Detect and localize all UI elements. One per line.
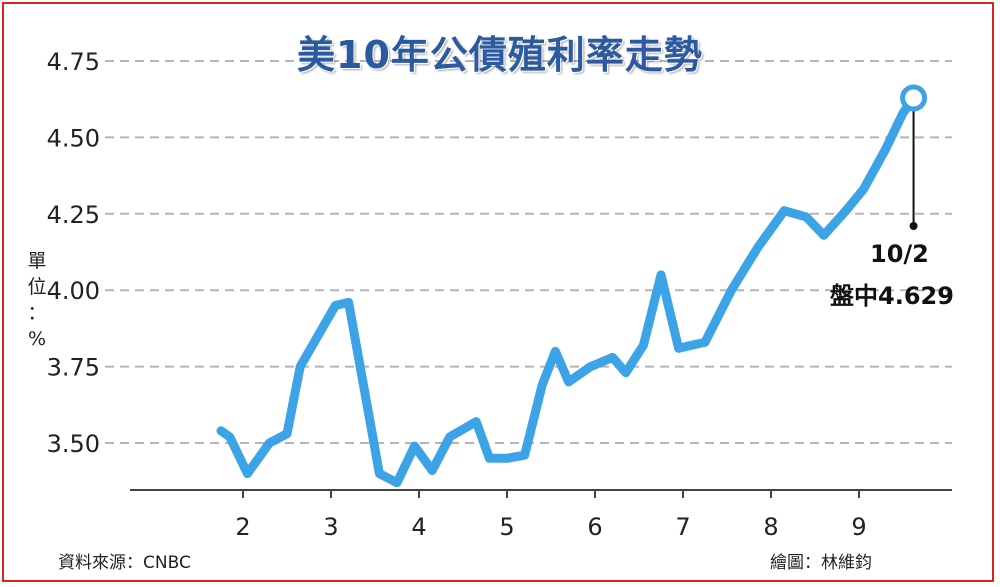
yield-line (216, 93, 919, 488)
y-tick-label: 4.00 (47, 277, 100, 305)
credit-note: 繪圖：林維鈞 (770, 553, 872, 573)
x-tick-label: 6 (587, 513, 602, 541)
latest-point-highlight (900, 84, 928, 230)
x-tick-label: 2 (235, 513, 250, 541)
x-tick-label: 4 (411, 513, 426, 541)
y-tick-label: 3.50 (47, 430, 100, 458)
annotation-date: 10/2 (870, 240, 929, 268)
x-tick-label: 7 (675, 513, 690, 541)
y-tick-label: 3.75 (47, 354, 100, 382)
x-tick-label: 3 (323, 513, 338, 541)
x-tick-label: 9 (851, 513, 866, 541)
y-tick-label: 4.25 (47, 201, 100, 229)
y-tick-label: 4.50 (47, 124, 100, 152)
unit-char: ： (27, 302, 47, 324)
x-tick-label: 5 (499, 513, 514, 541)
gridlines (105, 60, 952, 444)
unit-label: 單 位 ： % (22, 248, 52, 352)
unit-char: % (27, 328, 47, 350)
yield-series (216, 93, 919, 488)
unit-char: 單 (27, 250, 47, 272)
y-tick-label: 4.75 (47, 48, 100, 76)
callout-dot (909, 222, 918, 230)
latest-point-marker (900, 84, 928, 112)
source-note: 資料來源：CNBC (58, 553, 191, 573)
x-tick-label: 8 (763, 513, 778, 541)
x-tick-labels: 2 3 4 5 6 7 8 9 (235, 490, 867, 541)
annotation-value: 盤中4.629 (830, 282, 954, 310)
y-tick-labels: 3.50 3.75 4.00 4.25 4.50 4.75 (47, 48, 100, 458)
unit-char: 位 (27, 276, 47, 298)
chart-title: 美10年公債殖利率走勢 (297, 33, 703, 77)
